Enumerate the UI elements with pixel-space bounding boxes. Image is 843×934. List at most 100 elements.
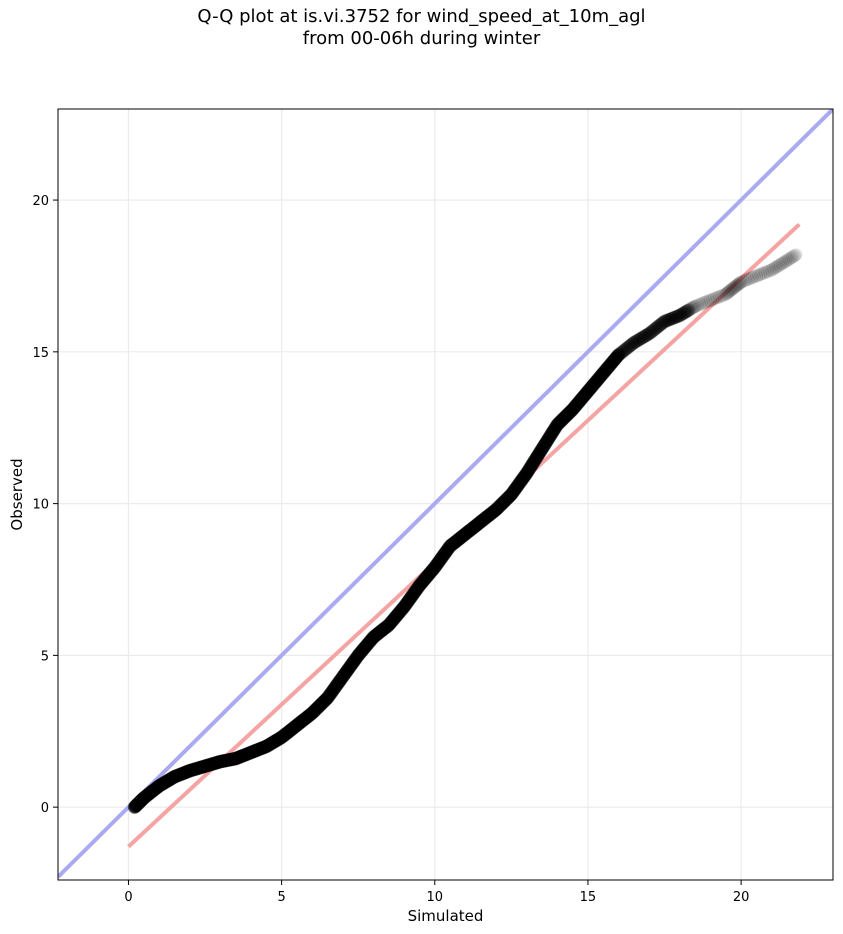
quantile-point — [643, 325, 658, 340]
quantile-point — [613, 346, 628, 360]
quantile-point — [663, 312, 677, 327]
x-tick-label: 5 — [277, 890, 285, 905]
quantile-point — [773, 257, 788, 272]
quantile-point — [641, 327, 655, 342]
quantile-point — [716, 288, 731, 302]
quantile-point — [731, 277, 745, 292]
quantile-point — [728, 279, 743, 294]
quantile-point — [650, 320, 664, 335]
chart-title-line-1: Q-Q plot at is.vi.3752 for wind_speed_at… — [197, 6, 646, 27]
quantile-point — [658, 314, 673, 328]
quantile-point — [625, 336, 640, 351]
quantile-point — [770, 259, 784, 274]
x-tick-label: 20 — [733, 890, 750, 905]
quantile-point — [680, 304, 695, 318]
quantile-point — [685, 301, 699, 316]
quantile-point — [631, 333, 646, 347]
quantile-point — [740, 272, 755, 287]
quantile-point — [725, 282, 740, 296]
quantile-point — [760, 264, 775, 279]
quantile-point — [762, 263, 777, 278]
quantile-point — [681, 303, 696, 318]
x-tick-label: 0 — [124, 890, 132, 905]
quantile-point — [712, 289, 727, 304]
quantile-point — [633, 332, 648, 346]
quantile-point — [683, 302, 698, 316]
x-tick-label: 10 — [427, 890, 444, 905]
quantile-point — [718, 287, 733, 301]
quantile-point — [636, 330, 651, 344]
quantile-point — [657, 314, 672, 329]
quantile-point — [756, 266, 770, 281]
quantile-point — [639, 328, 653, 343]
quantile-point — [622, 339, 637, 353]
quantile-point — [703, 293, 718, 308]
quantile-point — [670, 309, 685, 324]
quantile-point — [771, 258, 786, 273]
quantile-point — [714, 289, 729, 303]
quantile-point — [630, 333, 644, 348]
quantile-point — [624, 337, 639, 352]
y-tick-label: 15 — [32, 346, 49, 361]
quantile-point — [642, 326, 657, 341]
quantile-point — [690, 298, 705, 313]
x-axis-title: Simulated — [408, 907, 484, 925]
quantile-point — [651, 319, 665, 334]
quantile-point — [785, 250, 800, 264]
quantile-point — [635, 330, 650, 345]
quantile-point — [782, 252, 797, 266]
quantile-point — [612, 347, 627, 361]
quantile-point — [692, 297, 707, 312]
quantile-point — [734, 275, 748, 289]
quantile-point — [677, 306, 692, 320]
quantile-point — [688, 299, 702, 314]
grid — [58, 109, 833, 880]
quantile-point — [653, 318, 667, 332]
quantile-point — [705, 292, 720, 307]
quantile-point — [738, 273, 753, 288]
quantile-point — [766, 261, 781, 276]
quantile-point — [615, 345, 629, 360]
quantile-point — [674, 307, 688, 322]
quantile-point — [648, 321, 663, 336]
quantile-point — [662, 312, 676, 327]
quantile-point — [727, 280, 742, 295]
quantile-point — [701, 294, 716, 308]
quantile-point — [655, 316, 670, 331]
quantile-point — [745, 270, 759, 285]
quantile-point — [647, 322, 662, 337]
quantile-point — [784, 251, 798, 265]
y-tick-label: 5 — [41, 649, 49, 664]
quantile-point — [611, 348, 626, 362]
quantile-point — [619, 341, 634, 356]
quantile-point — [671, 309, 686, 323]
quantile-point — [729, 278, 744, 293]
axis-ticks: 0 5 10 15 20 0 5 10 15 20 — [32, 194, 749, 905]
quantile-point — [726, 281, 741, 295]
quantile-point — [673, 308, 687, 323]
quantile-point — [758, 265, 772, 280]
quantile-point — [618, 342, 632, 357]
quantile-point — [644, 325, 659, 339]
quantile-point — [627, 335, 641, 350]
quantile-point — [656, 315, 671, 330]
quantile-point — [732, 276, 746, 291]
quantile-point — [697, 296, 711, 310]
quantile-point — [780, 253, 795, 267]
quantile-point — [724, 283, 739, 297]
quantile-point — [764, 263, 779, 277]
quantile-point — [679, 304, 694, 319]
quantile-point — [646, 323, 661, 337]
quantile-point — [632, 332, 647, 347]
quantile-point — [751, 268, 766, 282]
quantile-point — [777, 255, 791, 270]
quantile-point — [621, 340, 636, 354]
quantile-point — [708, 291, 722, 306]
quantile-point — [787, 248, 802, 263]
quantile-point — [628, 335, 642, 349]
quantile-point — [710, 290, 724, 305]
quantile-point — [667, 310, 682, 325]
quantile-point — [661, 313, 675, 327]
quantile-point — [659, 313, 674, 328]
quantile-point — [675, 307, 689, 321]
